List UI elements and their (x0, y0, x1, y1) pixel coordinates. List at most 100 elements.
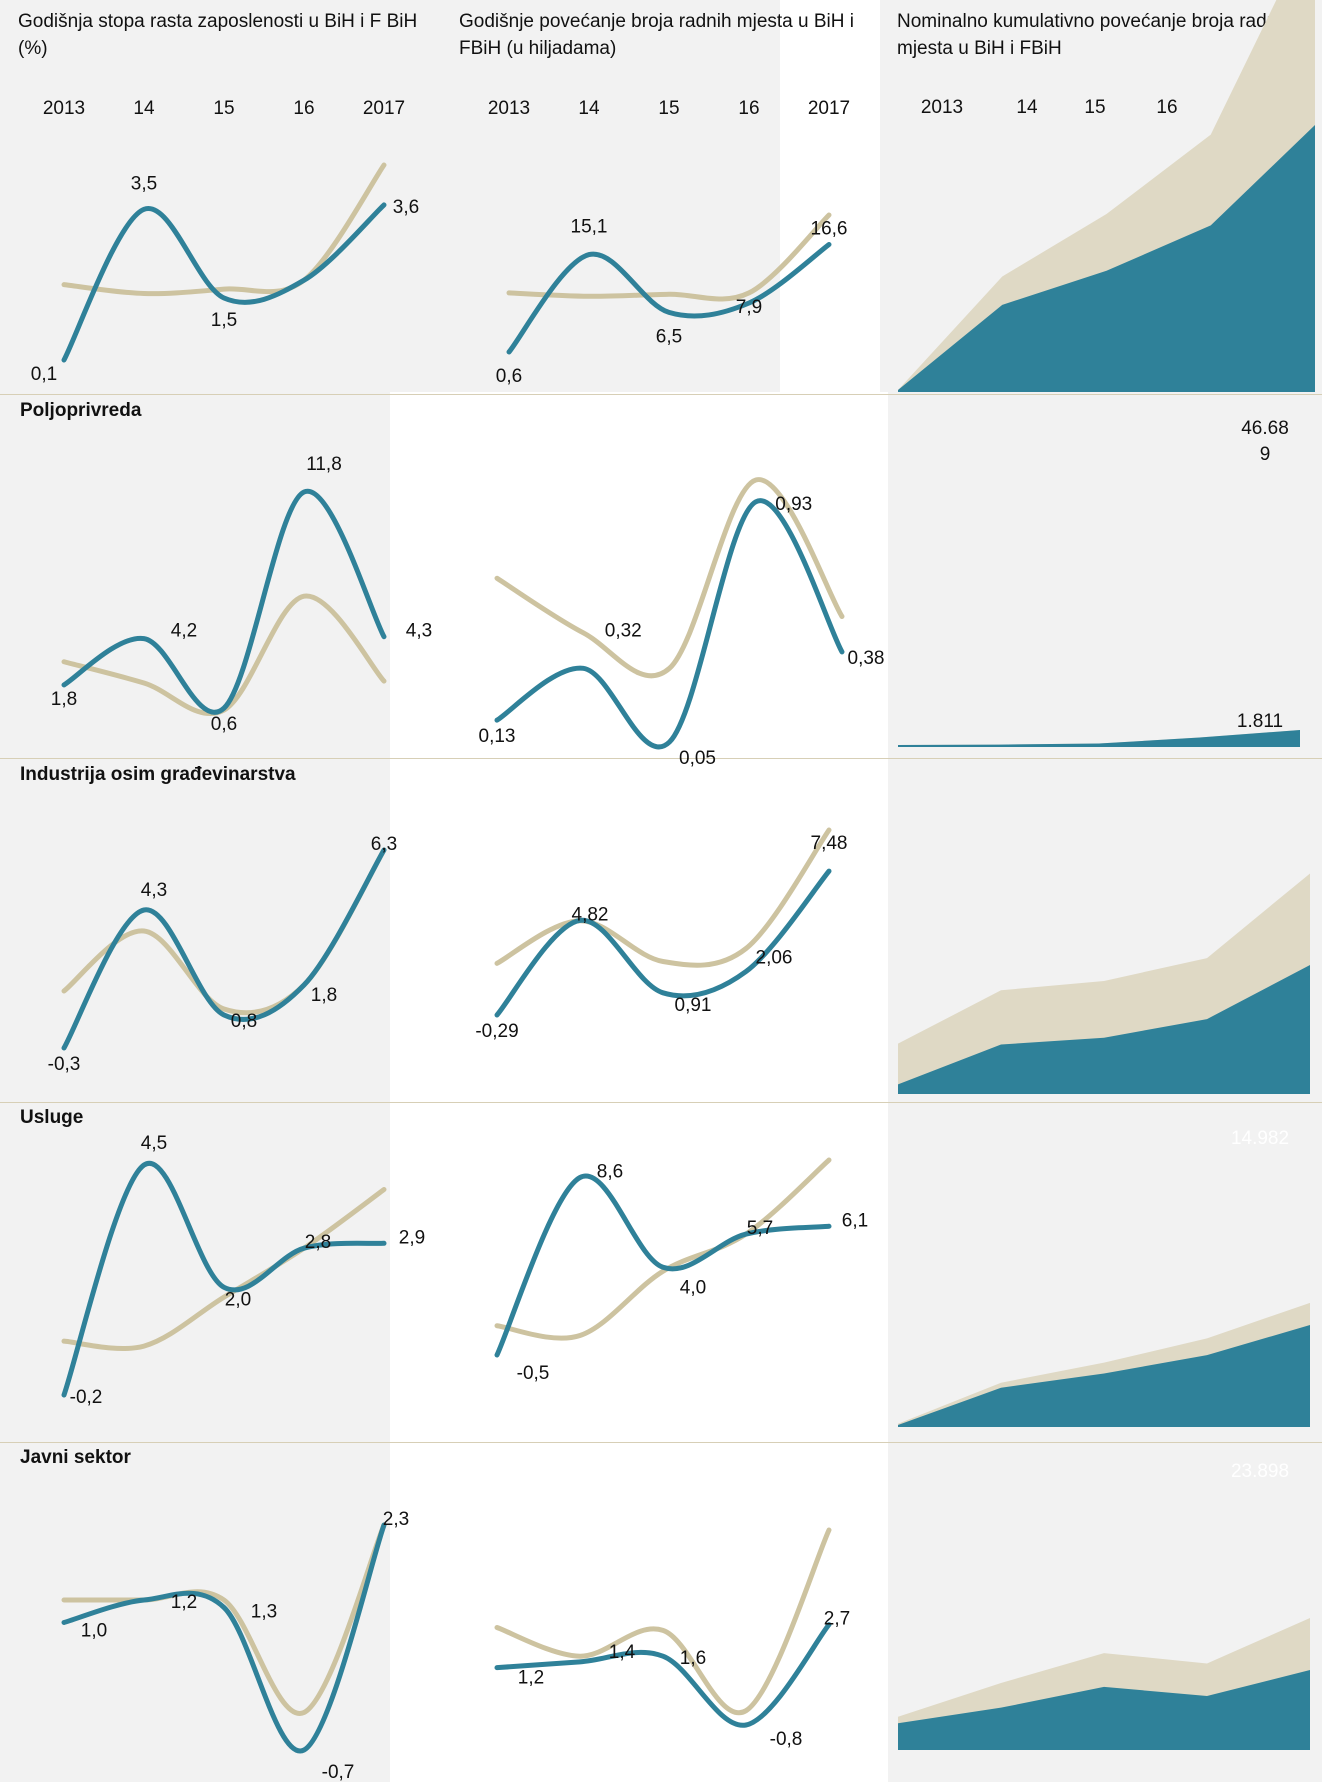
data-label-line: -0,3 (48, 1054, 81, 1075)
line-fbih (494, 1173, 832, 1358)
data-label: 1.811 (1237, 711, 1283, 732)
line-bih (61, 162, 387, 297)
data-label-line: 16,6 (811, 219, 848, 240)
year-label: 2013 (920, 97, 964, 118)
data-label-line: 2,8 (305, 1232, 331, 1253)
data-label: 0,93 (775, 494, 812, 515)
data-label: 1,4 (609, 1642, 636, 1663)
data-label-line: 6,3 (371, 834, 397, 855)
line-bih (61, 1187, 387, 1351)
line-fbih (61, 1522, 387, 1754)
line-fbih (61, 202, 387, 363)
data-label-line: 1,6 (680, 1648, 706, 1669)
data-label: -0,5 (517, 1363, 550, 1384)
data-label: 1,6 (680, 1648, 706, 1669)
data-label-line: 3,5 (131, 173, 157, 194)
data-label: 0,13 (479, 726, 516, 747)
data-label-line: 1.811 (1237, 711, 1283, 732)
line-fbih (494, 498, 845, 750)
data-label-line: 4,2 (171, 621, 197, 642)
data-label: 5,7 (747, 1218, 773, 1239)
data-label: 2,8 (305, 1232, 331, 1253)
row-separator (0, 1442, 1322, 1443)
data-label: 4,3 (406, 621, 432, 642)
data-label: 4,3 (141, 880, 167, 901)
data-label-line: 0,6 (211, 714, 237, 735)
data-label: 1,8 (51, 689, 77, 710)
data-label-line: 9 (1260, 444, 1271, 465)
data-label: -0,7 (322, 1762, 355, 1782)
data-label: 6,3 (371, 834, 397, 855)
data-label-line: 4,3 (406, 621, 432, 642)
area-fbih (898, 965, 1310, 1094)
data-label-line: 14.982 (1231, 1128, 1289, 1149)
area-fbih (898, 1670, 1310, 1750)
data-label: 7,48 (811, 833, 848, 854)
data-label: 2,06 (756, 947, 793, 968)
data-label: 1,5 (211, 310, 237, 331)
line-fbih (61, 489, 387, 715)
year-label: 2017 (807, 98, 851, 119)
line-bih (494, 477, 845, 679)
year-label: 14 (578, 98, 600, 119)
data-label-line: 3,6 (393, 197, 419, 218)
data-label-line: 1,0 (81, 1621, 107, 1642)
data-label: 0,05 (679, 748, 716, 769)
row-separator (0, 1102, 1322, 1103)
data-label-line: 1,8 (51, 689, 77, 710)
header-annual-job-increase: Godišnje povećanje broja radnih mjesta u… (459, 11, 854, 59)
data-label: 11,8 (306, 454, 342, 475)
data-label-line: 0,13 (479, 726, 516, 747)
data-label: 2,9 (399, 1227, 425, 1248)
data-label: 15,1 (571, 217, 608, 238)
data-label-line: 0,91 (675, 995, 712, 1016)
data-label-line: 2,0 (225, 1289, 251, 1310)
data-label: 0,91 (675, 995, 712, 1016)
line-fbih (506, 242, 832, 355)
data-label-line: 15,1 (571, 217, 608, 238)
data-label-line: 0,38 (848, 648, 885, 669)
data-label-line: 23.898 (1231, 1461, 1289, 1482)
header-cumulative-job-increase: Nominalno kumulativno povećanje broja ra… (897, 11, 1293, 59)
data-label: 0,6 (211, 714, 237, 735)
data-label-line: 5,7 (747, 1218, 773, 1239)
data-label: 0,8 (231, 1011, 257, 1032)
data-label: 1,0 (81, 1621, 107, 1642)
year-label: 2013 (42, 98, 86, 119)
data-label: 0,6 (496, 366, 522, 387)
year-label: 14 (1016, 97, 1038, 118)
data-label-line: 0,6 (496, 366, 522, 387)
panel-background (390, 0, 780, 392)
year-label: 14 (133, 98, 155, 119)
line-bih (494, 1527, 832, 1716)
data-label: 14.982 (1231, 1128, 1289, 1149)
data-label: 6,5 (656, 326, 682, 347)
sector-title-services: Usluge (20, 1107, 84, 1128)
data-label-line: 6,1 (842, 1210, 868, 1231)
year-label: 16 (293, 98, 315, 119)
area-fbih (898, 125, 1315, 392)
data-label-line: 0,1 (31, 364, 57, 385)
data-label-line: 2,06 (756, 947, 793, 968)
data-label-line: 4,3 (141, 880, 167, 901)
data-label-line: 2,3 (383, 1509, 409, 1530)
year-label: 16 (738, 98, 760, 119)
data-label: 2,3 (383, 1509, 409, 1530)
data-label-line: -0,5 (517, 1363, 550, 1384)
data-label: 4,82 (572, 904, 609, 925)
data-label: 4,2 (171, 621, 197, 642)
data-label: 4,0 (680, 1277, 706, 1298)
data-label-line: 1,8 (311, 985, 337, 1006)
line-fbih (61, 847, 387, 1051)
data-label-line: 6,5 (656, 326, 682, 347)
data-label-line: 1,2 (171, 1592, 197, 1613)
data-label: 23.898 (1231, 1461, 1289, 1482)
row-separator (0, 394, 1322, 395)
data-label-line: 0,05 (679, 748, 716, 769)
sector-title-industry: Industrija osim građevinarstva (20, 764, 296, 785)
data-label: 16,6 (811, 219, 848, 240)
data-label-line: 11,8 (306, 454, 342, 475)
data-label: 1,3 (251, 1602, 277, 1623)
data-label-line: 4,82 (572, 904, 609, 925)
data-label: 3,5 (131, 173, 157, 194)
